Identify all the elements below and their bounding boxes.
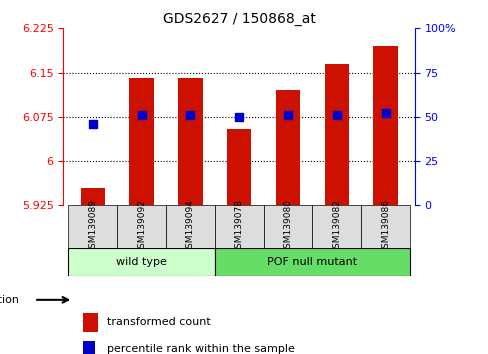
Point bbox=[89, 121, 97, 127]
Point bbox=[235, 114, 243, 120]
Point bbox=[333, 112, 341, 118]
Text: POF null mutant: POF null mutant bbox=[267, 257, 357, 267]
Title: GDS2627 / 150868_at: GDS2627 / 150868_at bbox=[163, 12, 316, 26]
FancyBboxPatch shape bbox=[166, 205, 215, 248]
Point bbox=[186, 112, 194, 118]
FancyBboxPatch shape bbox=[68, 205, 117, 248]
Text: percentile rank within the sample: percentile rank within the sample bbox=[107, 344, 295, 354]
Bar bbox=[227, 129, 251, 205]
Bar bbox=[83, 341, 95, 354]
Bar bbox=[373, 46, 398, 205]
FancyBboxPatch shape bbox=[117, 205, 166, 248]
FancyBboxPatch shape bbox=[264, 205, 312, 248]
Text: GSM139078: GSM139078 bbox=[235, 199, 244, 254]
Bar bbox=[83, 313, 98, 332]
Text: GSM139086: GSM139086 bbox=[381, 199, 390, 254]
Bar bbox=[325, 64, 349, 205]
FancyBboxPatch shape bbox=[312, 205, 361, 248]
Bar bbox=[276, 90, 300, 205]
Text: GSM139094: GSM139094 bbox=[186, 199, 195, 254]
Point bbox=[382, 110, 389, 116]
Bar bbox=[178, 79, 203, 205]
Text: GSM139080: GSM139080 bbox=[284, 199, 292, 254]
Text: GSM139092: GSM139092 bbox=[137, 199, 146, 254]
Text: genotype/variation: genotype/variation bbox=[0, 295, 20, 305]
Bar bbox=[81, 188, 105, 205]
Text: wild type: wild type bbox=[116, 257, 167, 267]
Bar bbox=[129, 79, 154, 205]
Text: transformed count: transformed count bbox=[107, 317, 211, 327]
Point bbox=[284, 112, 292, 118]
FancyBboxPatch shape bbox=[361, 205, 410, 248]
Point bbox=[138, 112, 145, 118]
FancyBboxPatch shape bbox=[215, 205, 264, 248]
Text: GSM139082: GSM139082 bbox=[332, 199, 341, 254]
FancyBboxPatch shape bbox=[68, 248, 215, 276]
Text: GSM139089: GSM139089 bbox=[88, 199, 97, 254]
FancyBboxPatch shape bbox=[215, 248, 410, 276]
